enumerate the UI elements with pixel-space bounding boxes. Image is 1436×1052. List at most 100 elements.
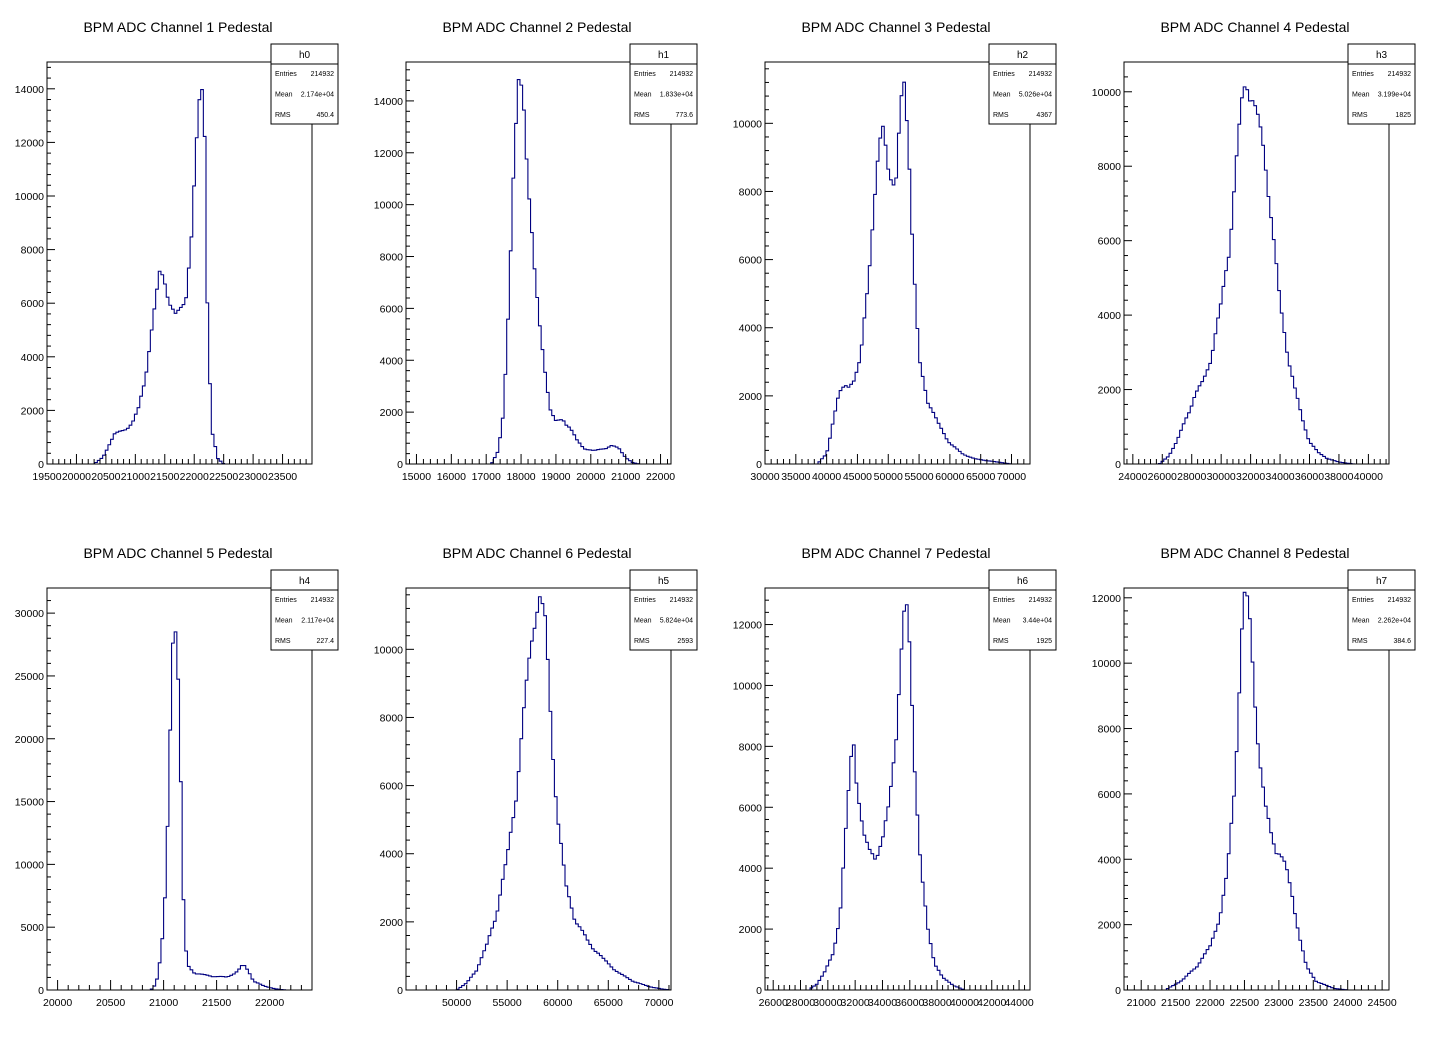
chart-title: BPM ADC Channel 2 Pedestal (442, 19, 631, 35)
x-tick-label: 44000 (1004, 997, 1033, 1009)
x-tick-label: 23500 (268, 471, 297, 483)
x-tick-label: 55000 (904, 471, 933, 483)
y-tick-label: 0 (397, 459, 403, 471)
stats-label: RMS (634, 112, 650, 119)
y-tick-label: 8000 (739, 741, 763, 753)
histogram-panel-2: BPM ADC Channel 2 Pedestal 15000 16000 1700… (359, 0, 718, 526)
stats-value: 214932 (670, 597, 693, 604)
stats-box: h2 Entries 214932 Mean 5.026e+04 RMS 4367 (988, 43, 1057, 125)
histogram-panel-3: BPM ADC Channel 3 Pedestal 30000 35000 4000… (718, 0, 1077, 526)
x-tick-label: 65000 (966, 471, 995, 483)
stats-label: Mean (275, 92, 293, 99)
y-tick-label: 6000 (739, 255, 763, 267)
stats-box: h4 Entries 214932 Mean 2.117e+04 RMS 227.4 (270, 569, 339, 651)
y-tick-label: 4000 (739, 323, 763, 335)
x-tick-label: 23000 (239, 471, 268, 483)
histogram-panel-5: BPM ADC Channel 5 Pedestal 20000 20500 2100… (0, 526, 359, 1052)
histogram-chart: BPM ADC Channel 8 Pedestal 21000 21500 2200… (1092, 545, 1416, 1009)
y-tick-label: 2000 (1098, 920, 1122, 932)
plot-frame (405, 61, 672, 465)
stats-value: 773.6 (675, 112, 693, 119)
stats-label: Entries (993, 597, 1015, 604)
x-tick-label: 70000 (997, 471, 1026, 483)
y-tick-label: 10000 (15, 859, 44, 871)
stats-box: h1 Entries 214932 Mean 1.833e+04 RMS 773.6 (629, 43, 698, 125)
x-tick-label: 60000 (935, 471, 964, 483)
stats-label: Entries (275, 71, 297, 78)
y-tick-label: 0 (756, 985, 762, 997)
x-tick-label: 55000 (493, 997, 522, 1009)
x-tick-label: 15000 (402, 471, 431, 483)
stats-value: 1.833e+04 (660, 92, 693, 99)
stats-label: Mean (634, 618, 652, 625)
histogram-line (47, 631, 312, 991)
y-tick-label: 8000 (1098, 724, 1122, 736)
histogram-line (765, 81, 1030, 465)
y-tick-label: 8000 (1098, 161, 1122, 173)
y-tick-label: 20000 (15, 734, 44, 746)
y-tick-label: 10000 (1092, 658, 1121, 670)
stats-value: 214932 (1029, 597, 1052, 604)
y-tick-label: 4000 (1098, 854, 1122, 866)
y-tick-label: 6000 (739, 802, 763, 814)
stats-value: 2.117e+04 (301, 618, 334, 625)
x-tick-label: 22500 (1230, 997, 1259, 1009)
y-tick-label: 14000 (374, 96, 403, 108)
x-tick-label: 21500 (1161, 997, 1190, 1009)
x-tick-label: 22500 (209, 471, 238, 483)
y-tick-label: 14000 (15, 84, 44, 96)
y-tick-label: 0 (38, 985, 44, 997)
stats-label: Mean (275, 618, 293, 625)
stats-label: RMS (1352, 112, 1368, 119)
x-tick-label: 42000 (977, 997, 1006, 1009)
x-tick-label: 21500 (202, 997, 231, 1009)
histogram-chart: BPM ADC Channel 5 Pedestal 20000 20500 2100… (15, 545, 339, 1009)
y-tick-label: 4000 (739, 863, 763, 875)
y-tick-label: 2000 (739, 391, 763, 403)
x-tick-label: 36000 (1295, 471, 1324, 483)
histogram-chart: BPM ADC Channel 2 Pedestal 15000 16000 1700… (374, 19, 698, 483)
y-tick-label: 0 (756, 459, 762, 471)
x-tick-label: 21000 (611, 471, 640, 483)
x-tick-label: 22000 (646, 471, 675, 483)
y-tick-label: 0 (1115, 985, 1121, 997)
y-tick-label: 2000 (21, 405, 45, 417)
y-tick-label: 6000 (1098, 236, 1122, 248)
stats-histogram-name: h2 (1017, 50, 1029, 61)
stats-histogram-name: h1 (658, 50, 670, 61)
stats-label: RMS (634, 638, 650, 645)
stats-label: Entries (993, 71, 1015, 78)
y-tick-label: 2000 (1098, 385, 1122, 397)
histogram-panel-8: BPM ADC Channel 8 Pedestal 21000 21500 2200… (1077, 526, 1436, 1052)
x-tick-label: 20000 (43, 997, 72, 1009)
x-tick-label: 26000 (759, 997, 788, 1009)
stats-label: RMS (1352, 638, 1368, 645)
stats-value: 214932 (1029, 71, 1052, 78)
stats-value: 1825 (1395, 112, 1411, 119)
plot-frame (1123, 587, 1390, 991)
histogram-panel-4: BPM ADC Channel 4 Pedestal 24000 26000 2800… (1077, 0, 1436, 526)
histogram-line (765, 604, 1030, 991)
stats-value: 3.44e+04 (1023, 618, 1052, 625)
x-tick-label: 65000 (594, 997, 623, 1009)
stats-label: Mean (993, 92, 1011, 99)
y-tick-label: 8000 (21, 245, 45, 257)
chart-title: BPM ADC Channel 6 Pedestal (442, 545, 631, 561)
histogram-chart: BPM ADC Channel 4 Pedestal 24000 26000 2800… (1092, 19, 1416, 483)
x-tick-label: 24500 (1368, 997, 1397, 1009)
y-tick-label: 10000 (374, 200, 403, 212)
x-tick-label: 21000 (149, 997, 178, 1009)
stats-value: 214932 (311, 71, 334, 78)
x-tick-label: 34000 (868, 997, 897, 1009)
stats-value: 1925 (1036, 638, 1052, 645)
stats-value: 4367 (1036, 112, 1052, 119)
histogram-line (47, 88, 312, 465)
stats-label: RMS (993, 638, 1009, 645)
y-tick-label: 6000 (21, 298, 45, 310)
y-tick-label: 4000 (380, 849, 404, 861)
x-tick-label: 19000 (541, 471, 570, 483)
x-tick-label: 24000 (1118, 471, 1147, 483)
stats-label: Mean (1352, 92, 1370, 99)
